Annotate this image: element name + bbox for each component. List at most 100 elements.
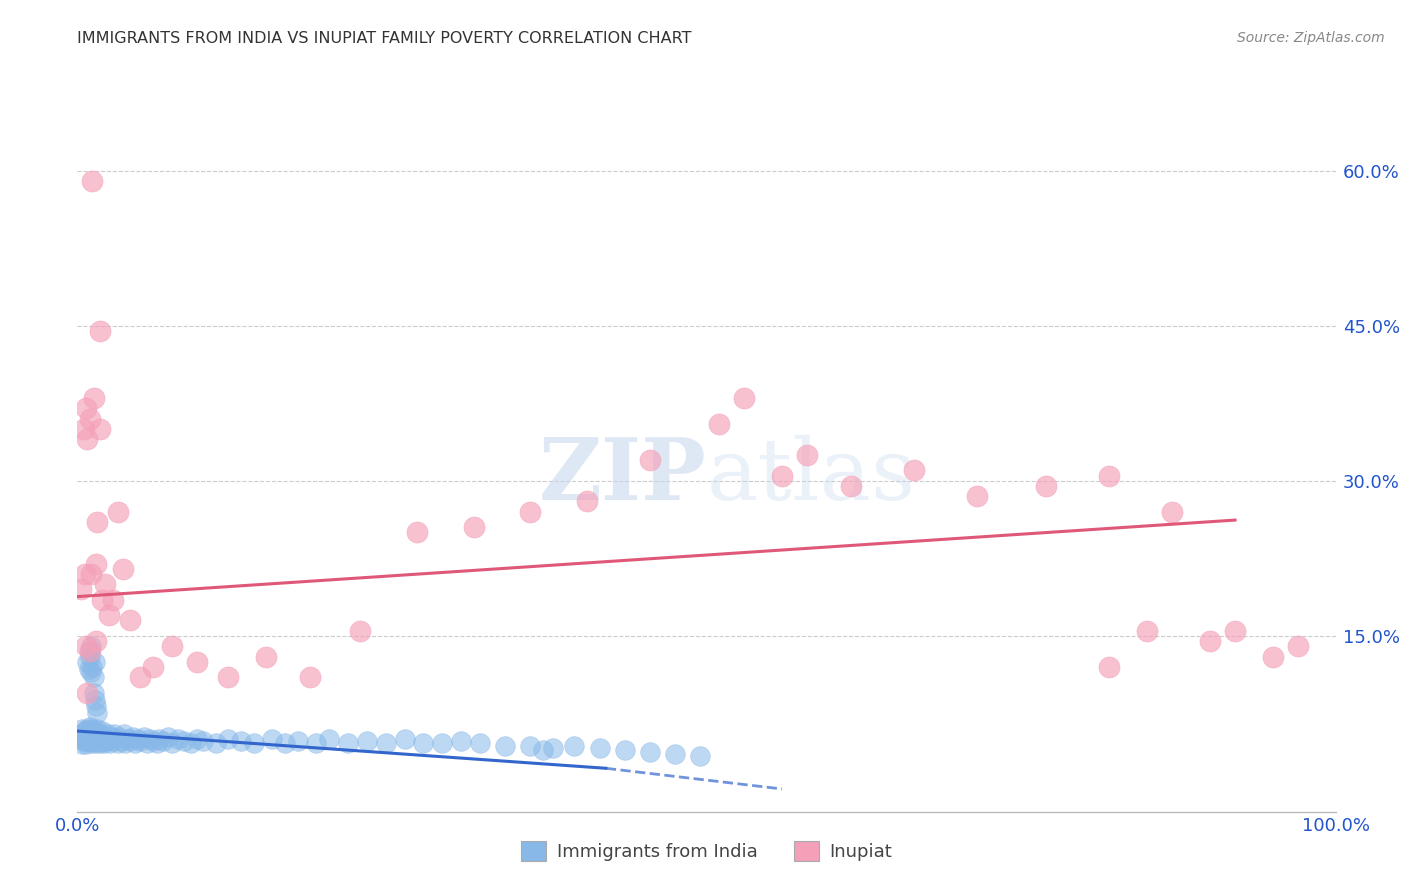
Point: [412, 736, 434, 750]
Point: [80, 566, 103, 581]
Point: [564, 739, 586, 753]
Point: [129, 670, 152, 684]
Point: [75, 731, 97, 745]
Point: [75, 639, 97, 653]
Point: [160, 736, 183, 750]
Point: [142, 734, 165, 748]
Point: [96, 727, 118, 741]
Point: [91, 734, 114, 748]
Legend: Immigrants from India, Inupiat: Immigrants from India, Inupiat: [512, 831, 901, 871]
Text: IMMIGRANTS FROM INDIA VS INUPIAT FAMILY POVERTY CORRELATION CHART: IMMIGRANTS FROM INDIA VS INUPIAT FAMILY …: [77, 31, 692, 46]
Point: [98, 736, 121, 750]
Point: [72, 738, 94, 752]
Point: [839, 479, 862, 493]
Point: [180, 736, 202, 750]
Point: [108, 731, 131, 745]
Point: [76, 734, 98, 748]
Point: [148, 732, 170, 747]
Point: [75, 401, 97, 416]
Point: [82, 736, 104, 750]
Point: [299, 670, 322, 684]
Point: [103, 727, 125, 741]
Point: [79, 734, 101, 748]
Point: [142, 660, 165, 674]
Point: [79, 644, 101, 658]
Point: [1161, 505, 1184, 519]
Point: [84, 693, 107, 707]
Point: [89, 324, 111, 338]
Point: [84, 724, 107, 739]
Point: [966, 489, 988, 503]
Point: [689, 748, 711, 763]
Point: [80, 639, 103, 653]
Point: [519, 505, 541, 519]
Point: [160, 639, 183, 653]
Point: [73, 724, 96, 739]
Point: [84, 655, 107, 669]
Point: [76, 655, 98, 669]
Point: [107, 505, 129, 519]
Point: [664, 747, 686, 761]
Point: [97, 608, 120, 623]
Point: [152, 734, 174, 748]
Point: [76, 686, 98, 700]
Point: [1223, 624, 1246, 638]
Point: [112, 727, 135, 741]
Point: [1199, 634, 1222, 648]
Point: [101, 734, 124, 748]
Point: [86, 722, 108, 736]
Point: [100, 731, 122, 745]
Point: [80, 665, 103, 679]
Point: [83, 734, 105, 748]
Point: [519, 739, 541, 753]
Point: [82, 731, 104, 745]
Point: [374, 736, 396, 750]
Point: [76, 722, 98, 736]
Point: [70, 582, 93, 597]
Point: [336, 736, 359, 750]
Point: [77, 732, 100, 747]
Point: [80, 724, 103, 739]
Point: [1098, 468, 1121, 483]
Point: [76, 727, 98, 741]
Point: [72, 722, 94, 736]
Point: [94, 577, 117, 591]
Point: [87, 732, 110, 747]
Point: [91, 592, 114, 607]
Point: [394, 732, 416, 747]
Point: [89, 727, 111, 741]
Point: [638, 453, 661, 467]
Point: [575, 494, 598, 508]
Point: [83, 391, 105, 405]
Point: [97, 732, 120, 747]
Point: [541, 740, 564, 755]
Point: [93, 736, 115, 750]
Point: [86, 515, 108, 529]
Point: [96, 734, 118, 748]
Point: [463, 520, 485, 534]
Point: [186, 732, 208, 747]
Point: [77, 724, 100, 739]
Point: [114, 736, 136, 750]
Point: [101, 592, 124, 607]
Point: [494, 739, 516, 753]
Point: [733, 391, 755, 405]
Point: [229, 734, 252, 748]
Point: [191, 734, 215, 748]
Point: [132, 731, 155, 745]
Point: [254, 649, 277, 664]
Point: [356, 734, 378, 748]
Point: [91, 724, 114, 739]
Point: [1136, 624, 1159, 638]
Point: [531, 742, 554, 756]
Point: [70, 727, 93, 741]
Text: Source: ZipAtlas.com: Source: ZipAtlas.com: [1237, 31, 1385, 45]
Point: [638, 745, 661, 759]
Point: [80, 732, 103, 747]
Point: [242, 736, 264, 750]
Point: [117, 732, 139, 747]
Point: [274, 736, 297, 750]
Point: [120, 614, 142, 628]
Point: [406, 525, 429, 540]
Point: [84, 634, 107, 648]
